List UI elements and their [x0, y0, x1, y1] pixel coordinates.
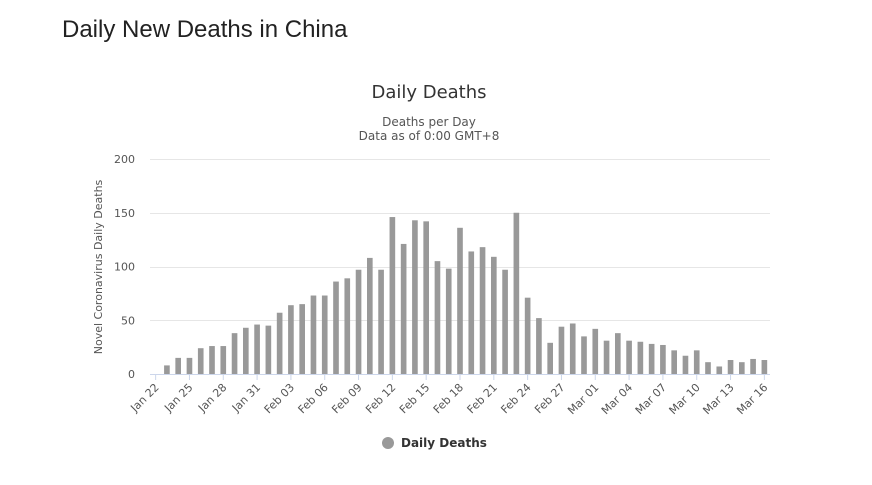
bar-feb-01[interactable] [265, 325, 272, 375]
bar-mar-14[interactable] [739, 362, 745, 374]
x-tick-label: Feb 15 [397, 381, 432, 416]
chart-subtitle-line1: Deaths per Day [382, 115, 476, 129]
bar-feb-03[interactable] [288, 305, 294, 374]
bar-jan-31[interactable] [254, 324, 260, 374]
y-tick-label: 200 [114, 153, 135, 166]
x-tick-label: Feb 21 [465, 381, 500, 416]
bar-feb-04[interactable] [299, 304, 305, 375]
bar-mar-12[interactable] [716, 366, 723, 374]
x-tick-label: Feb 03 [262, 381, 297, 416]
bar-jan-27[interactable] [209, 346, 215, 374]
bars [164, 212, 768, 375]
bar-mar-04[interactable] [626, 340, 632, 374]
x-tick-label: Feb 27 [532, 381, 567, 416]
x-tick-label: Jan 25 [161, 381, 195, 415]
bar-mar-13[interactable] [727, 360, 734, 374]
bar-feb-14[interactable] [412, 220, 418, 374]
bar-jan-30[interactable] [243, 327, 249, 374]
daily-deaths-chart: Daily Deaths Deaths per Day Data as of 0… [92, 82, 770, 450]
y-axis-title: Novel Coronavirus Daily Deaths [92, 179, 105, 354]
legend-label: Daily Deaths [401, 436, 487, 450]
bar-feb-18[interactable] [457, 227, 463, 374]
bar-feb-16[interactable] [434, 261, 441, 375]
bar-mar-10[interactable] [693, 350, 700, 374]
bar-feb-19[interactable] [468, 251, 475, 374]
bar-feb-13[interactable] [400, 243, 407, 374]
bar-feb-21[interactable] [491, 256, 497, 374]
bar-feb-11[interactable] [378, 269, 384, 374]
bar-feb-24[interactable] [524, 297, 531, 374]
bar-feb-10[interactable] [367, 257, 373, 374]
bar-mar-03[interactable] [615, 333, 621, 374]
bar-feb-27[interactable] [558, 326, 565, 374]
bar-feb-28[interactable] [569, 323, 576, 374]
y-tick-label: 50 [121, 314, 135, 327]
bar-feb-17[interactable] [445, 268, 452, 374]
bar-jan-24[interactable] [175, 357, 181, 375]
x-tick-label: Mar 16 [734, 381, 770, 417]
x-tick-label: Feb 06 [296, 381, 331, 416]
bar-feb-23[interactable] [513, 212, 520, 374]
y-tick-label: 150 [114, 207, 135, 220]
x-tick-label: Mar 07 [633, 381, 669, 417]
chart-title: Daily Deaths [371, 82, 486, 103]
bar-jan-25[interactable] [186, 357, 193, 375]
page-heading: Daily New Deaths in China [62, 16, 348, 43]
bar-feb-12[interactable] [389, 217, 396, 374]
y-tick-label: 0 [128, 368, 135, 381]
bar-mar-11[interactable] [705, 362, 711, 374]
bar-feb-15[interactable] [423, 221, 429, 374]
x-tick-label: Jan 22 [127, 381, 161, 415]
x-tick-label: Feb 24 [498, 381, 533, 416]
bar-mar-06[interactable] [648, 343, 655, 374]
bar-mar-05[interactable] [637, 341, 644, 374]
bar-feb-26[interactable] [547, 342, 553, 374]
bar-jan-28[interactable] [220, 346, 227, 374]
x-tick-label: Mar 10 [667, 381, 703, 417]
chart-container: Daily Deaths Deaths per Day Data as of 0… [0, 60, 872, 480]
bar-jan-26[interactable] [197, 348, 204, 374]
legend-marker [382, 437, 394, 449]
bar-feb-25[interactable] [536, 318, 542, 374]
x-tick-label: Feb 09 [329, 381, 364, 416]
bar-feb-22[interactable] [502, 269, 508, 374]
x-tick-label: Jan 31 [229, 381, 263, 415]
x-tick-label: Mar 01 [565, 381, 601, 417]
x-tick-label: Feb 12 [363, 381, 398, 416]
y-tick-label: 100 [114, 261, 135, 274]
bar-jan-29[interactable] [231, 333, 238, 374]
x-tick-label: Mar 04 [599, 381, 635, 417]
bar-feb-06[interactable] [321, 295, 328, 374]
bar-mar-02[interactable] [603, 340, 610, 374]
bar-mar-09[interactable] [682, 355, 689, 374]
y-axis-ticks: 0 50 100 150 200 [114, 153, 135, 381]
bar-feb-05[interactable] [310, 295, 317, 374]
x-tick-label: Mar 13 [700, 381, 736, 417]
bar-mar-15[interactable] [750, 358, 756, 374]
x-tick-label: Jan 28 [195, 381, 229, 415]
legend-item-daily-deaths[interactable]: Daily Deaths [382, 436, 487, 450]
chart-subtitle-line2: Data as of 0:00 GMT+8 [359, 129, 500, 143]
bar-feb-09[interactable] [355, 269, 362, 374]
bar-feb-29[interactable] [581, 336, 587, 375]
bar-mar-01[interactable] [592, 328, 599, 374]
bar-mar-07[interactable] [660, 344, 666, 374]
bar-mar-08[interactable] [671, 350, 677, 374]
bar-feb-07[interactable] [333, 281, 339, 374]
bar-jan-23[interactable] [164, 365, 170, 374]
bar-feb-08[interactable] [344, 278, 351, 374]
bar-mar-16[interactable] [761, 360, 768, 374]
x-tick-label: Feb 18 [431, 381, 466, 416]
bar-feb-02[interactable] [276, 312, 283, 374]
bar-feb-20[interactable] [479, 247, 486, 374]
